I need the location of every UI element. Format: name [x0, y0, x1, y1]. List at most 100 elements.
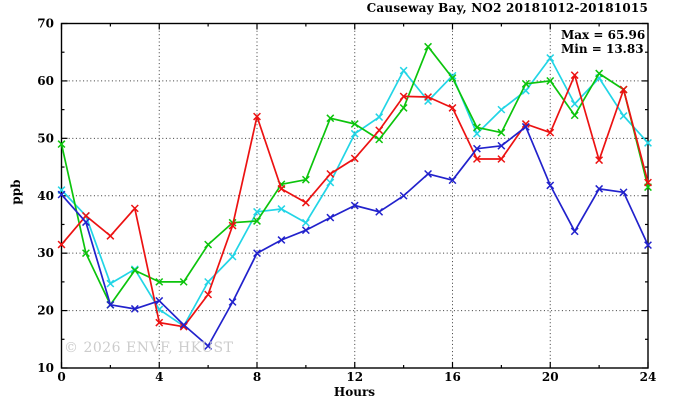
chart-title: Causeway Bay, NO2 20181012-20181015 [366, 1, 648, 15]
series-cyan-marker [399, 66, 408, 75]
series-blue-marker [644, 241, 652, 250]
series-blue-marker [619, 188, 628, 197]
series-green-marker [179, 277, 188, 286]
series-red-marker [179, 322, 188, 331]
series-cyan-marker [448, 71, 457, 80]
series-blue-marker [301, 226, 310, 235]
series-cyan-marker [644, 138, 652, 147]
x-tick-label: 24 [640, 370, 657, 384]
series-blue-marker [130, 304, 139, 313]
y-tick-label: 40 [37, 189, 54, 203]
series-cyan-marker [570, 99, 579, 108]
series-red-marker [228, 221, 237, 230]
series-green-marker [301, 175, 310, 184]
series-cyan-marker [301, 218, 310, 227]
max-min-annotation: Max = 65.96 Min = 13.83 [561, 28, 645, 56]
series-green-marker [424, 42, 432, 51]
series-green-marker [497, 128, 506, 137]
series-red-marker [375, 126, 384, 135]
series-cyan-marker [619, 112, 628, 120]
y-tick-label: 10 [37, 361, 54, 375]
y-tick-label: 60 [37, 74, 54, 88]
series-green-marker [546, 76, 555, 85]
series-red-marker [399, 92, 408, 101]
series-blue-marker [228, 298, 237, 306]
series-green-marker [521, 79, 530, 88]
y-tick-label: 70 [37, 17, 54, 31]
series-red-line [60, 74, 649, 328]
x-tick-label: 4 [155, 370, 163, 384]
series-red-marker [595, 156, 604, 165]
series-blue-marker [424, 170, 432, 178]
series-blue-marker [179, 321, 188, 329]
series-red-marker [350, 154, 359, 163]
series-blue-marker [57, 190, 66, 199]
series-green-marker [204, 240, 213, 249]
series-green-marker [350, 120, 359, 128]
series-cyan-marker [350, 129, 359, 138]
series-green-marker [473, 123, 481, 132]
series-green-marker [155, 277, 164, 286]
series-cyan-marker [473, 129, 481, 138]
y-tick-label: 20 [37, 304, 54, 318]
series-red-marker [473, 155, 481, 163]
series-blue-marker [595, 184, 604, 193]
series-blue-marker [277, 236, 286, 244]
series-red-marker [253, 112, 261, 121]
series-red-marker [57, 240, 66, 249]
series-green-marker [375, 135, 384, 144]
series-green-marker [57, 140, 66, 149]
series-blue-marker [155, 296, 164, 305]
series-blue-marker [253, 249, 261, 258]
series-blue-marker [82, 218, 90, 227]
series-cyan-marker [326, 178, 335, 187]
series-cyan-marker [277, 205, 286, 213]
series-red-marker [448, 103, 457, 112]
series-blue-marker [375, 207, 384, 216]
series-red-marker [130, 204, 139, 213]
series-red-marker [497, 155, 506, 163]
y-tick-label: 30 [37, 246, 54, 260]
series-blue-marker [473, 144, 481, 153]
series-red-marker [106, 232, 115, 240]
series-blue-marker [546, 181, 555, 190]
series-blue-marker [521, 122, 530, 131]
series-green-marker [448, 74, 457, 82]
series-cyan-marker [228, 252, 237, 261]
series-green-marker [253, 217, 261, 225]
series-red-marker [204, 290, 213, 299]
watermark: © 2026 ENVF, HKUST [64, 340, 234, 356]
x-tick-label: 8 [253, 370, 261, 384]
series-cyan-marker [497, 105, 506, 114]
series-blue-marker [399, 191, 408, 200]
series-blue-marker [570, 227, 579, 236]
x-axis-label: Hours [333, 385, 376, 399]
y-axis-label: ppb [9, 179, 23, 205]
series-red-marker [521, 120, 530, 128]
series-red-marker [82, 211, 90, 220]
series-red-marker [546, 128, 555, 137]
series-red-marker [619, 85, 628, 94]
series-cyan-marker [106, 279, 115, 288]
series-red-marker [644, 178, 652, 187]
series-cyan-line [60, 57, 649, 327]
series-blue-marker [204, 342, 213, 350]
series-cyan-marker [546, 54, 555, 62]
series-blue-marker [497, 141, 506, 150]
x-tick-label: 12 [346, 370, 363, 384]
series-green-marker [130, 266, 139, 275]
series-blue-marker [326, 213, 335, 222]
series-cyan-marker [375, 113, 384, 122]
series-red-marker [570, 71, 579, 80]
series-red-marker [301, 198, 310, 207]
series-green-marker [595, 69, 604, 78]
y-tick-label: 50 [37, 131, 54, 145]
series-cyan-marker [204, 277, 213, 286]
series-cyan-marker [253, 207, 261, 216]
series-red-marker [424, 93, 432, 101]
x-tick-label: 0 [57, 370, 65, 384]
series-red-marker [326, 170, 335, 178]
x-tick-label: 16 [444, 370, 461, 384]
